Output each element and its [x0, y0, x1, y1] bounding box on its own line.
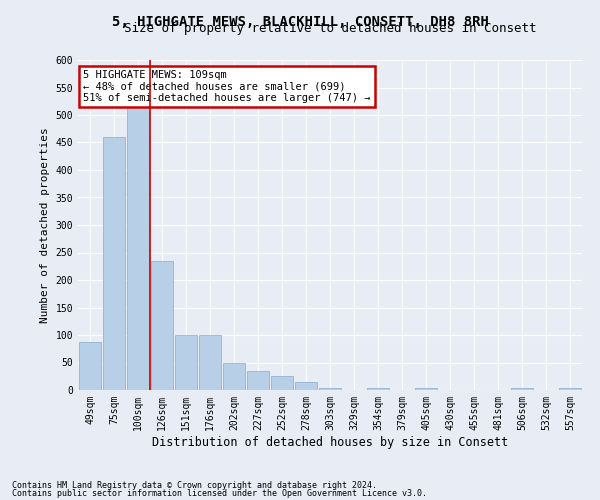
Bar [175, 335, 197, 390]
Bar [511, 388, 533, 390]
Bar [559, 388, 581, 390]
Title: Size of property relative to detached houses in Consett: Size of property relative to detached ho… [124, 22, 536, 35]
Bar [151, 262, 173, 390]
Bar [319, 388, 341, 390]
X-axis label: Distribution of detached houses by size in Consett: Distribution of detached houses by size … [152, 436, 508, 448]
Bar [103, 137, 125, 390]
Bar [415, 388, 437, 390]
Bar [247, 371, 269, 390]
Bar [223, 362, 245, 390]
Text: 5 HIGHGATE MEWS: 109sqm
← 48% of detached houses are smaller (699)
51% of semi-d: 5 HIGHGATE MEWS: 109sqm ← 48% of detache… [83, 70, 371, 103]
Bar [199, 335, 221, 390]
Text: Contains public sector information licensed under the Open Government Licence v3: Contains public sector information licen… [12, 488, 427, 498]
Text: 5, HIGHGATE MEWS, BLACKHILL, CONSETT, DH8 8RH: 5, HIGHGATE MEWS, BLACKHILL, CONSETT, DH… [112, 15, 488, 29]
Bar [295, 382, 317, 390]
Y-axis label: Number of detached properties: Number of detached properties [40, 127, 50, 323]
Bar [79, 342, 101, 390]
Bar [271, 376, 293, 390]
Bar [127, 76, 149, 390]
Bar [367, 388, 389, 390]
Text: Contains HM Land Registry data © Crown copyright and database right 2024.: Contains HM Land Registry data © Crown c… [12, 481, 377, 490]
